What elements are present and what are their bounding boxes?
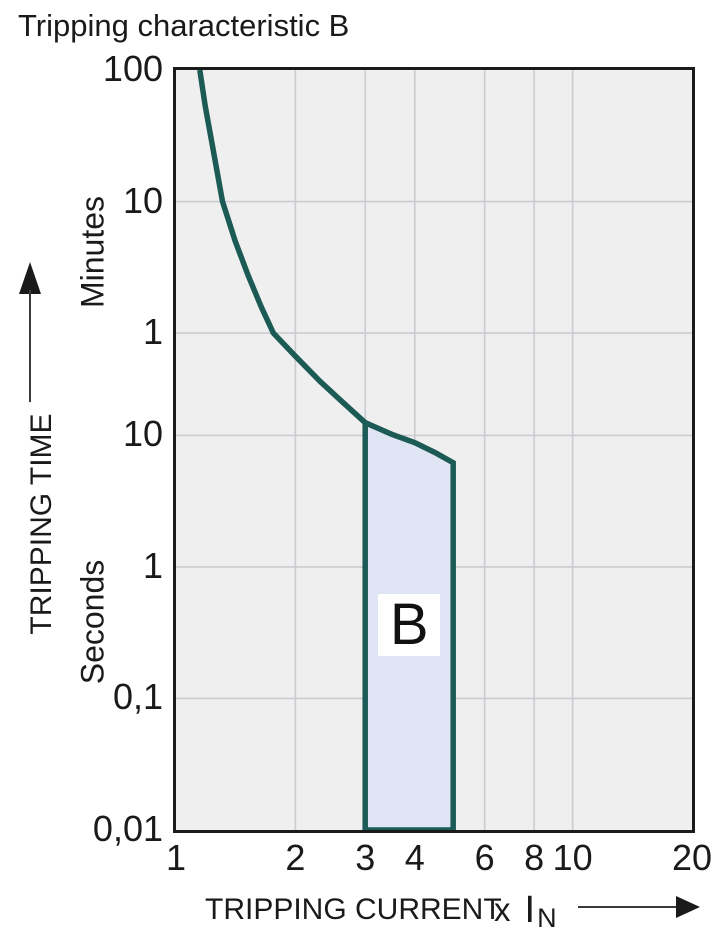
chart-title: Tripping characteristic B [18,8,350,43]
y-tick-label: 10 [122,413,163,455]
x-tick-label: 20 [671,837,713,878]
x-tick-label: 1 [165,837,187,878]
x-unit-subscript: N [537,903,557,933]
x-tick-label: 6 [474,837,495,878]
right-arrow-icon [578,896,700,918]
up-arrow-icon [19,262,41,402]
x-tick-label: 3 [355,837,376,878]
y-tick-label: 100 [102,48,163,89]
band-label: B [389,592,429,657]
x-unit-multiplier: x [494,891,511,928]
x-unit-symbol: I [524,889,536,931]
y-tick-label: 10 [122,179,163,221]
trip-curve [197,69,368,425]
x-tick-label: 8 [524,837,545,878]
band-label-box: B [378,592,441,657]
y-tick-label: 1 [142,311,163,353]
x-tick-label: 2 [285,837,306,878]
plot-canvas [176,69,692,833]
y-tick-label: 0,01 [92,808,163,849]
x-axis-title: TRIPPING CURRENT [205,893,502,926]
x-tick-label: 10 [552,837,593,878]
y-tick-label: 1 [142,544,163,586]
y-tick-label: 0,1 [112,676,163,718]
x-axis-unit: x I N [494,889,557,933]
x-tick-label: 4 [404,837,425,878]
